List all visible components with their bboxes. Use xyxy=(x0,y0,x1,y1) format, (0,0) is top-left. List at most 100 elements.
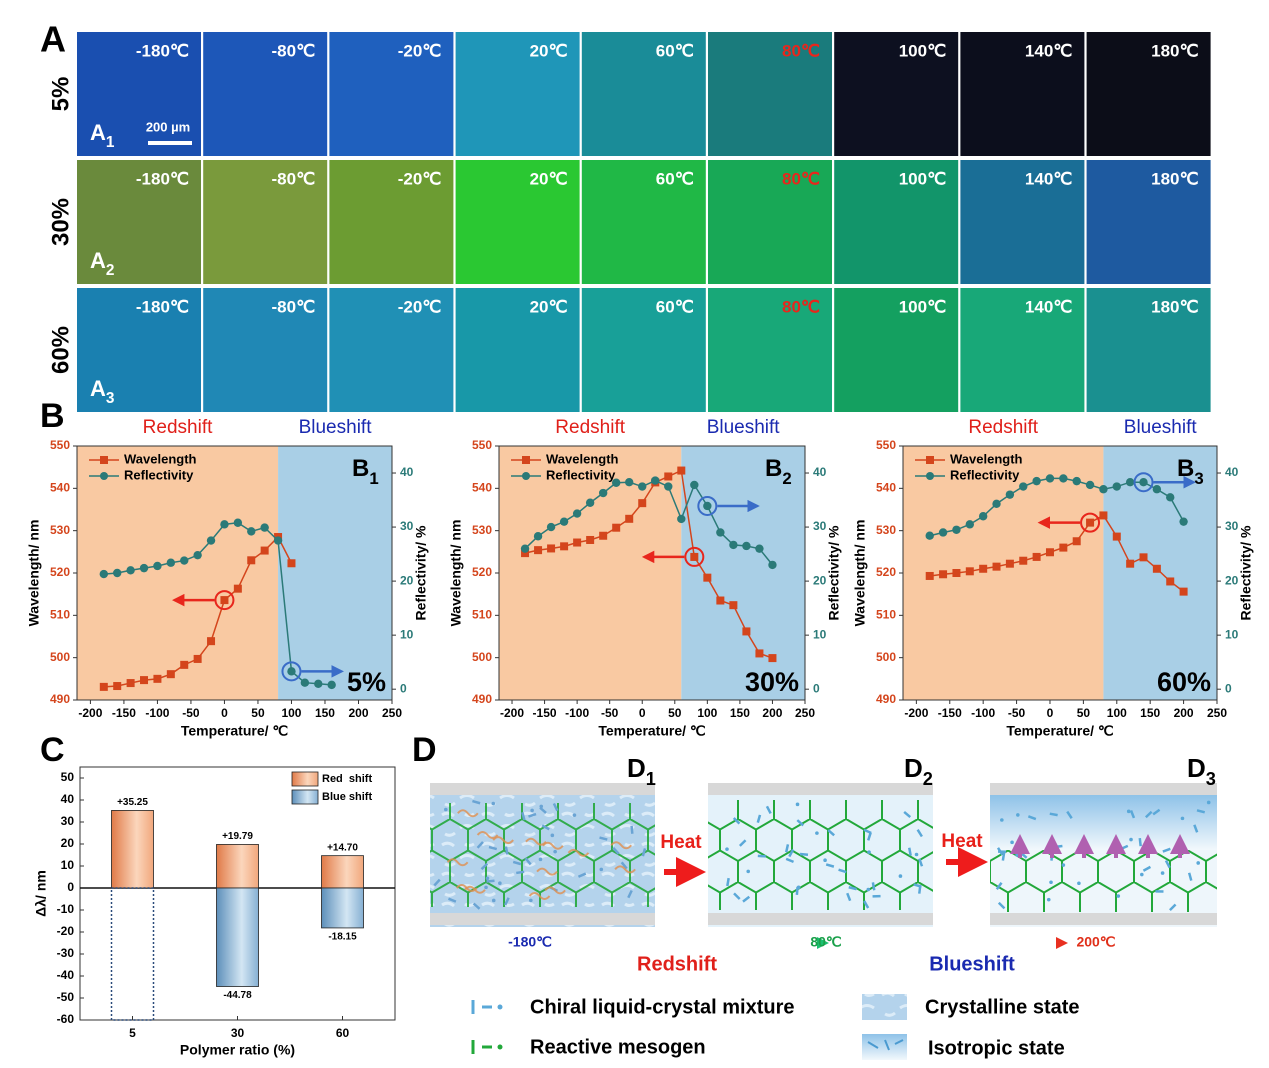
mesogen-dot xyxy=(599,867,604,872)
point xyxy=(611,478,621,487)
highlight-ring xyxy=(684,546,705,567)
x-tick-label: 200 xyxy=(348,706,368,720)
y-tick-label: 540 xyxy=(50,481,70,495)
point xyxy=(1179,517,1188,526)
chart-label-sub: 3 xyxy=(1194,469,1203,488)
y2-tick-label: 20 xyxy=(400,573,414,587)
y-axis-label: Wavelength/ nm xyxy=(852,520,868,627)
mesogen xyxy=(1169,903,1177,911)
y2-tick-label: 10 xyxy=(400,627,414,641)
point xyxy=(327,680,336,690)
substrate xyxy=(990,913,1217,925)
mesogen-dot xyxy=(795,802,800,807)
temperature-label: -180℃ xyxy=(136,297,189,316)
mesogen xyxy=(1193,824,1199,833)
point xyxy=(1179,587,1188,596)
point xyxy=(314,679,323,688)
mesogen-dot xyxy=(553,849,557,854)
temperature-label: -80℃ xyxy=(272,297,316,316)
point xyxy=(1019,556,1028,565)
point xyxy=(1112,532,1121,541)
point xyxy=(938,528,948,537)
temperature-label: 100℃ xyxy=(899,41,946,60)
y-tick-label: 530 xyxy=(50,523,70,537)
point xyxy=(1152,485,1162,494)
mesogen xyxy=(765,805,772,814)
temperature-label: 180℃ xyxy=(1151,169,1198,188)
ratio-label: 30% xyxy=(745,667,799,697)
x-tick-label: 30 xyxy=(231,1026,245,1040)
legend-label: Reactive mesogen xyxy=(530,1036,706,1058)
y-tick-label: 30 xyxy=(61,814,75,828)
mesogen-dot xyxy=(1140,872,1144,877)
micrograph xyxy=(203,288,328,412)
mesogen xyxy=(908,847,912,856)
temperature-label: 180℃ xyxy=(1151,297,1198,316)
x-tick-label: 0 xyxy=(639,706,646,720)
mesogen-dot xyxy=(1126,809,1131,814)
temperature-label: -20℃ xyxy=(398,297,442,316)
empty-bar xyxy=(110,887,155,1021)
mesogen xyxy=(472,799,481,805)
point xyxy=(1125,478,1135,487)
x-tick-label: -50 xyxy=(182,706,200,720)
mesogen xyxy=(448,897,457,903)
stage-label-main: D xyxy=(627,753,646,783)
point xyxy=(598,488,608,498)
mesogen xyxy=(641,848,647,857)
value-label: +14.70 xyxy=(327,842,358,853)
mesogen xyxy=(472,902,481,910)
point xyxy=(992,499,1001,509)
mesogen-dot xyxy=(538,857,543,862)
x-tick-label: 50 xyxy=(251,706,265,720)
point xyxy=(1045,548,1054,557)
heat-label: Heat xyxy=(660,832,702,853)
y-tick-label: -20 xyxy=(57,924,75,938)
micrograph xyxy=(581,160,706,284)
mesogen xyxy=(620,861,628,870)
x-tick-label: 100 xyxy=(1107,706,1127,720)
annotation: Redshift xyxy=(968,417,1038,438)
mesogen xyxy=(488,845,498,851)
x-tick-label: -200 xyxy=(500,706,524,720)
mesogen xyxy=(738,839,747,847)
panel-letter: B xyxy=(40,397,65,435)
micrograph xyxy=(960,288,1085,412)
x-tick-label: 250 xyxy=(1207,706,1227,720)
micrograph xyxy=(581,288,706,412)
mesogen xyxy=(1152,808,1161,816)
value-label: +35.25 xyxy=(117,797,148,808)
point xyxy=(193,654,202,663)
point xyxy=(664,482,673,491)
point xyxy=(638,482,647,491)
x-tick-label: -150 xyxy=(938,706,962,720)
y2-tick-label: 40 xyxy=(400,465,414,479)
mesogen-dot xyxy=(1180,816,1185,821)
mesogen xyxy=(1049,812,1058,817)
mesogen-dot xyxy=(485,876,490,881)
legend-label: Reflectivity xyxy=(124,467,194,482)
y-tick-label: -40 xyxy=(57,968,75,982)
y-tick-label: 40 xyxy=(61,792,75,806)
mesogen xyxy=(599,836,608,841)
mesogen xyxy=(918,858,924,867)
point xyxy=(768,560,777,570)
y-tick-label: 550 xyxy=(50,438,70,452)
y-tick-label: 530 xyxy=(472,523,492,537)
y2-axis-label: Reflectivity/ % xyxy=(413,525,429,620)
mesogen-dot xyxy=(1196,861,1201,865)
mesogen-dot xyxy=(1160,871,1165,875)
point xyxy=(233,584,242,593)
mesogen xyxy=(863,900,870,909)
x-tick-label: 0 xyxy=(221,706,228,720)
point xyxy=(677,514,686,524)
y-axis-label: Wavelength/ nm xyxy=(448,520,464,627)
substrate xyxy=(990,783,1217,795)
mesogen xyxy=(541,824,550,831)
micrograph xyxy=(834,32,959,156)
point xyxy=(690,552,699,561)
point xyxy=(703,501,712,511)
x-tick-label: 100 xyxy=(281,706,301,720)
point xyxy=(287,559,296,568)
point xyxy=(1139,478,1148,487)
